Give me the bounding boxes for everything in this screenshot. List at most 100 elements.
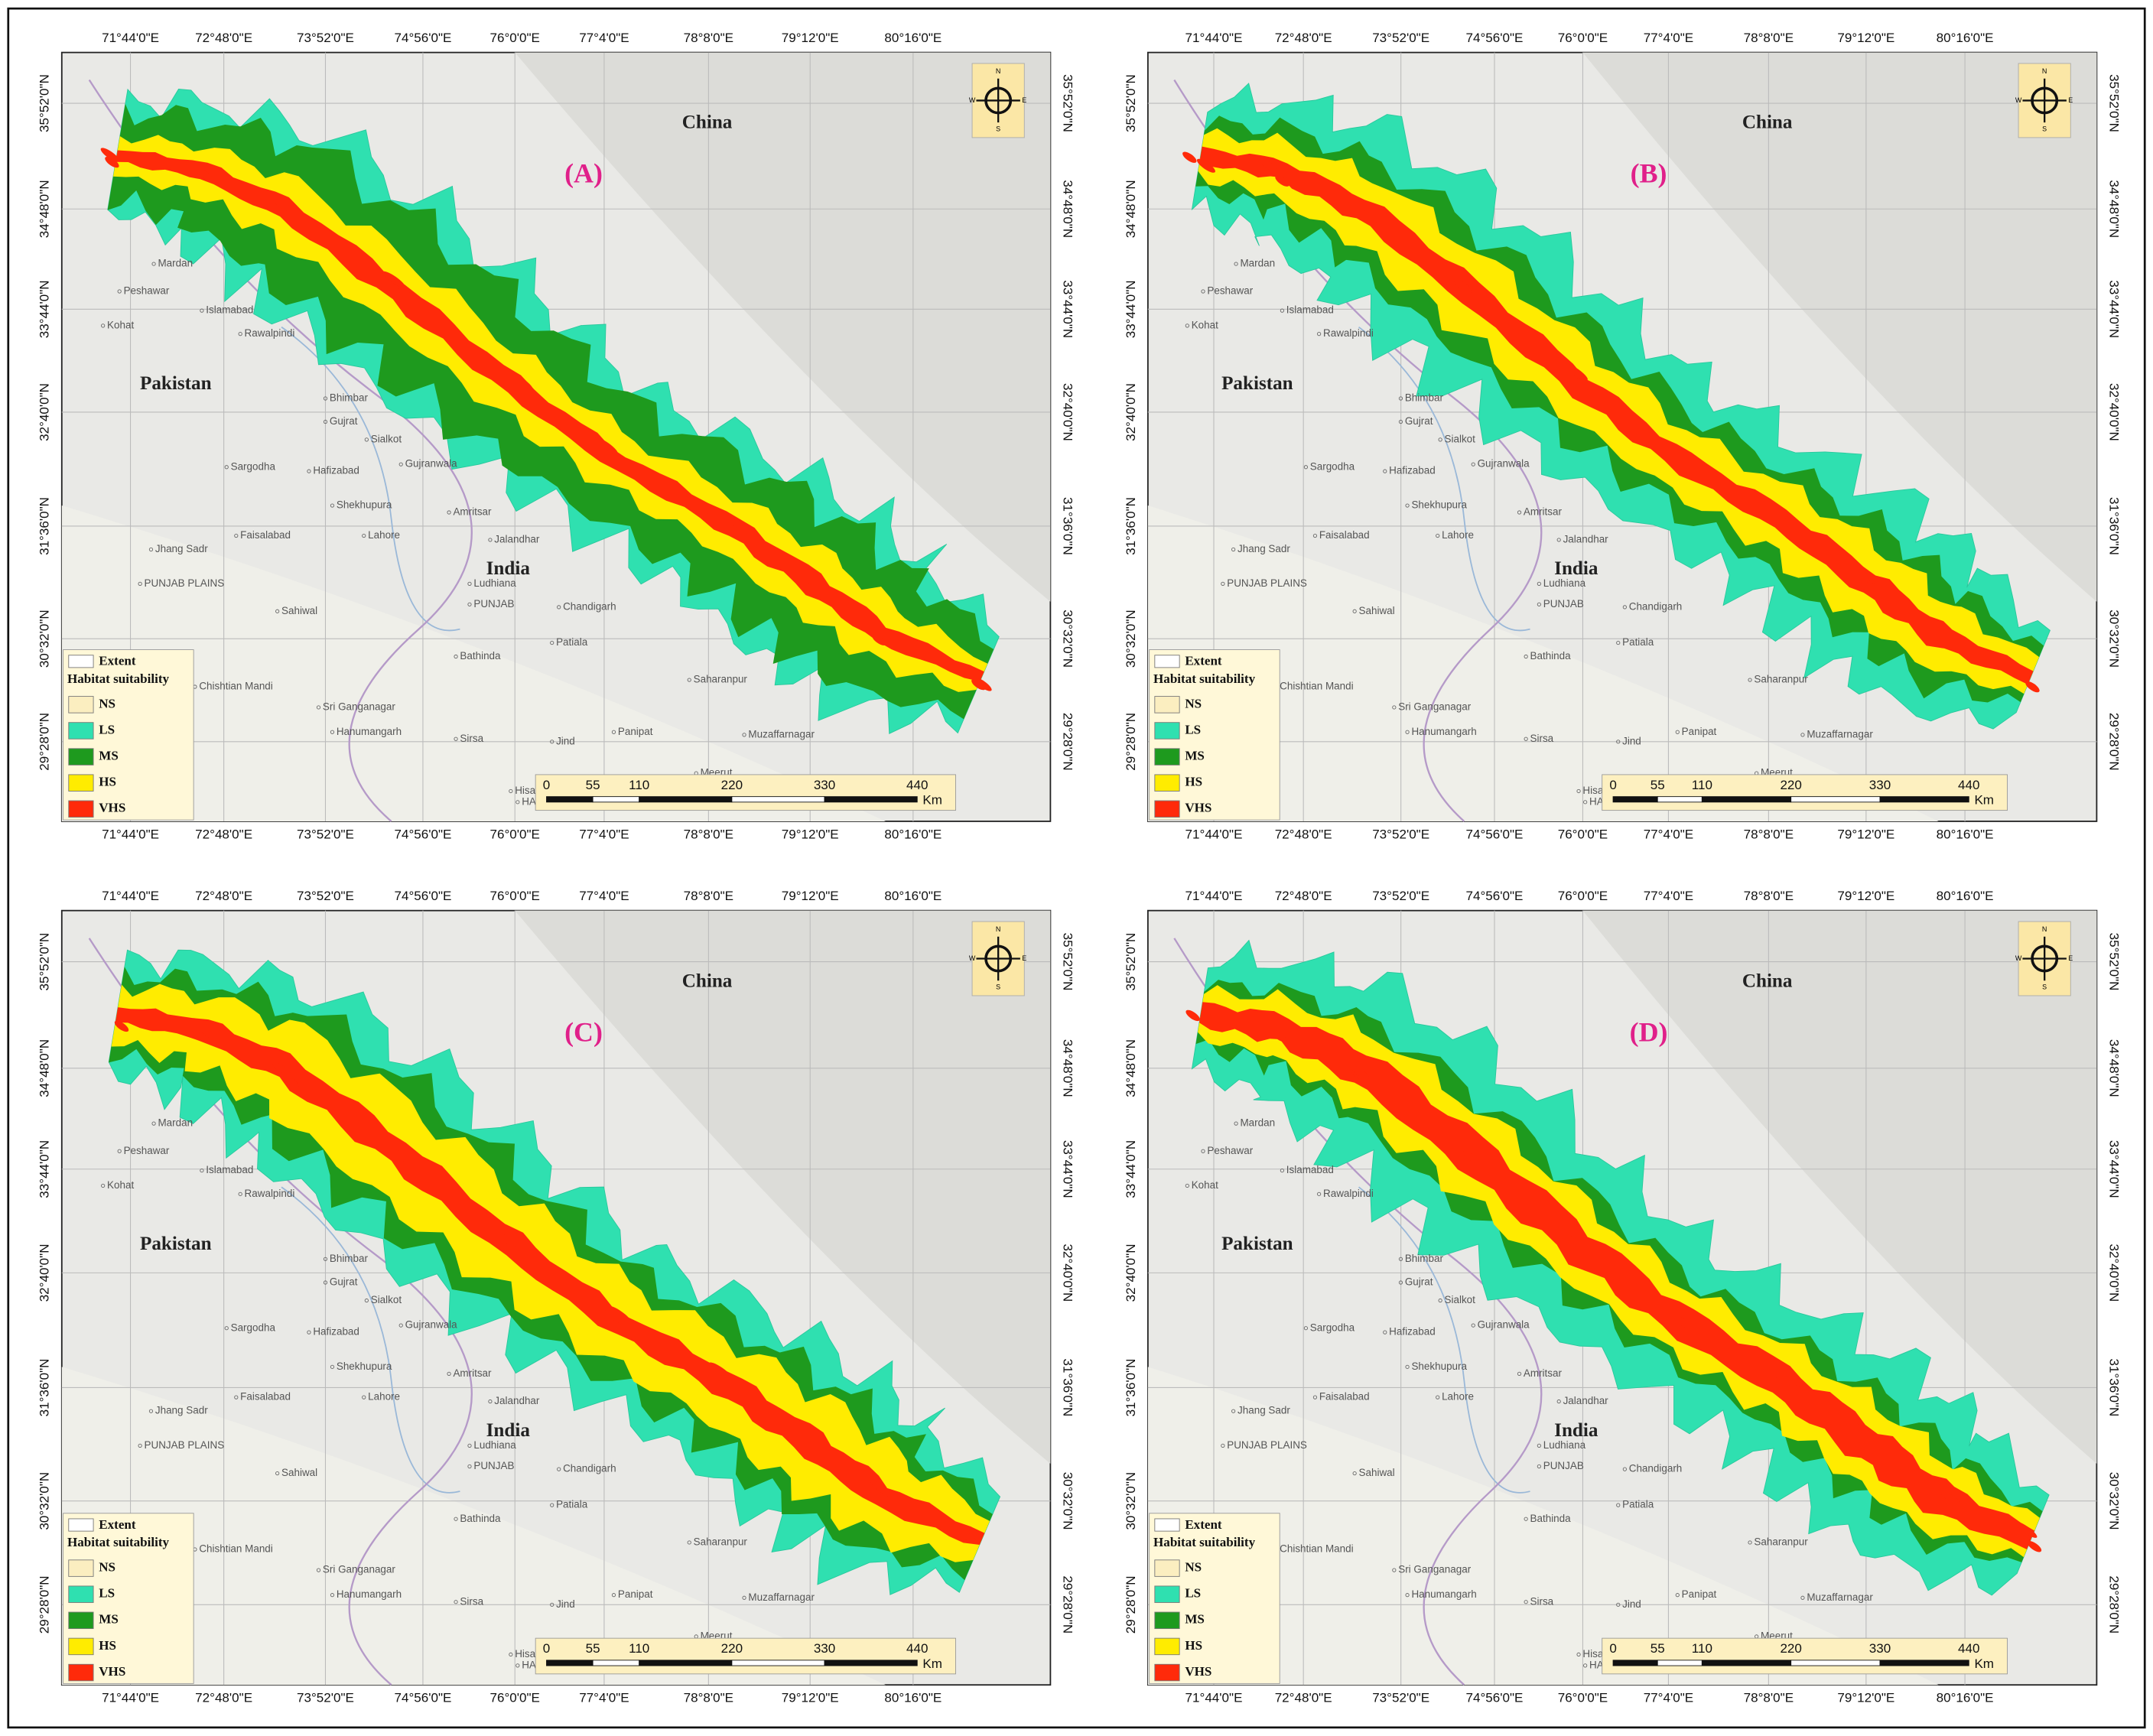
- place-label: Jind: [556, 1598, 575, 1610]
- place-label: Hisar: [1582, 785, 1607, 796]
- place-label: Gujrat: [330, 415, 358, 427]
- place-label: Muzaffarnagar: [748, 728, 815, 740]
- lon-tick-label: 77°4'0"E: [579, 1691, 629, 1705]
- place-dot: [1312, 1395, 1318, 1400]
- compass-letter: S: [2042, 125, 2047, 133]
- compass-letter: E: [2068, 96, 2073, 104]
- scale-seg: [1879, 796, 1969, 803]
- place-dot: [1185, 1183, 1189, 1188]
- place-dot: [742, 733, 746, 737]
- place-dot: [1583, 1663, 1588, 1668]
- place-dot: [200, 308, 204, 313]
- place-dot: [1748, 678, 1752, 682]
- legend-title: Habitat suitability: [67, 1535, 170, 1549]
- place-label: Saharanpur: [694, 1536, 748, 1548]
- place-dot: [148, 1409, 154, 1413]
- legend-label: LS: [99, 722, 115, 736]
- country-label: India: [486, 558, 531, 579]
- legend-label: NS: [1185, 696, 1202, 710]
- lat-tick-label: 32°40'0"N: [37, 1243, 52, 1302]
- lon-tick-label: 79°12'0"E: [782, 827, 839, 841]
- scale-tick: 440: [906, 778, 928, 792]
- place-label: Rawalpindi: [1323, 327, 1374, 339]
- place-dot: [323, 419, 328, 424]
- place-label: Gujrat: [1405, 415, 1433, 427]
- lon-tick-label: 77°4'0"E: [1644, 889, 1693, 903]
- place-label: Amritsar: [453, 1367, 492, 1379]
- place-dot: [1616, 640, 1621, 645]
- place-label: Hisar: [1582, 1648, 1607, 1660]
- place-dot: [1352, 609, 1357, 613]
- lat-tick-label: 31°36'0"N: [37, 1359, 52, 1417]
- lon-tick-label: 76°0'0"E: [490, 827, 540, 841]
- vhs-patch: [870, 1481, 894, 1497]
- place-dot: [1234, 1121, 1238, 1126]
- scale-seg: [824, 796, 918, 803]
- place-dot: [1576, 1652, 1581, 1657]
- legend-label: LS: [1185, 722, 1201, 736]
- place-dot: [138, 1443, 142, 1448]
- place-dot: [224, 1326, 229, 1331]
- place-dot: [454, 654, 458, 659]
- compass-letter: W: [969, 96, 976, 104]
- legend-swatch: [1154, 1611, 1180, 1630]
- legend-extent: Extent: [99, 654, 136, 668]
- legend-box: [1149, 1513, 1280, 1684]
- legend-swatch: [1154, 655, 1180, 668]
- place-label: Jalandhar: [1563, 533, 1609, 545]
- place-dot: [467, 602, 472, 606]
- place-label: Faisalabad: [1319, 529, 1370, 541]
- place-dot: [330, 1593, 335, 1598]
- legend-swatch: [1154, 774, 1180, 792]
- place-dot: [234, 533, 239, 538]
- compass-letter: S: [2042, 983, 2047, 991]
- place-label: Jind: [1622, 1598, 1641, 1610]
- lat-tick-label: 31°36'0"N: [2106, 497, 2121, 555]
- place-dot: [1398, 396, 1403, 401]
- lon-tick-label: 78°8'0"E: [1744, 1691, 1794, 1705]
- place-label: Hanumangarh: [1411, 726, 1476, 737]
- legend-label: HS: [1185, 1638, 1202, 1653]
- place-dot: [1234, 262, 1238, 266]
- place-dot: [454, 1600, 458, 1604]
- place-dot: [323, 1256, 328, 1261]
- legend-label: LS: [1185, 1586, 1201, 1601]
- scale-tick: 55: [586, 778, 600, 792]
- vhs-patch: [1463, 1150, 1482, 1165]
- lat-tick-label: 30°32'0"N: [2106, 1472, 2121, 1530]
- vhs-patch: [962, 1532, 977, 1544]
- legend-title: Habitat suitability: [1153, 671, 1256, 686]
- place-label: Islamabad: [1286, 304, 1334, 316]
- vhs-patch: [720, 512, 744, 529]
- lat-tick-label: 30°32'0"N: [1124, 610, 1138, 668]
- scale-bar-bg: [1602, 1637, 2008, 1675]
- place-label: Ludhiana: [1543, 577, 1586, 589]
- lat-tick-label: 34°48'0"N: [2106, 180, 2121, 238]
- vhs-patch: [605, 1309, 624, 1324]
- place-label: Mardan: [158, 258, 193, 269]
- lon-tick-label: 76°0'0"E: [1558, 827, 1608, 841]
- lat-tick-label: 33°44'0"N: [1124, 280, 1138, 338]
- compass-letter: N: [2042, 925, 2047, 933]
- lat-tick-label: 32°40'0"N: [1060, 383, 1075, 441]
- place-dot: [742, 1595, 746, 1600]
- place-dot: [687, 1540, 691, 1545]
- place-dot: [611, 730, 616, 734]
- lon-tick-label: 73°52'0"E: [1372, 1691, 1429, 1705]
- legend-title: Habitat suitability: [67, 671, 170, 686]
- place-dot: [1405, 1593, 1410, 1598]
- lat-tick-label: 32°40'0"N: [37, 383, 52, 441]
- place-dot: [1616, 1503, 1621, 1507]
- compass-letter: W: [969, 954, 976, 962]
- place-dot: [330, 503, 335, 508]
- lon-tick-label: 79°12'0"E: [1837, 1691, 1894, 1705]
- place-label: Rawalpindi: [245, 327, 295, 339]
- place-label: Jind: [556, 735, 575, 746]
- place-label: Hisar: [515, 785, 539, 796]
- place-dot: [316, 705, 321, 710]
- place-label: Gujrat: [1405, 1276, 1433, 1288]
- place-dot: [200, 1168, 204, 1173]
- lon-tick-label: 74°56'0"E: [1466, 1691, 1524, 1705]
- lat-tick-label: 29°28'0"N: [1124, 713, 1138, 771]
